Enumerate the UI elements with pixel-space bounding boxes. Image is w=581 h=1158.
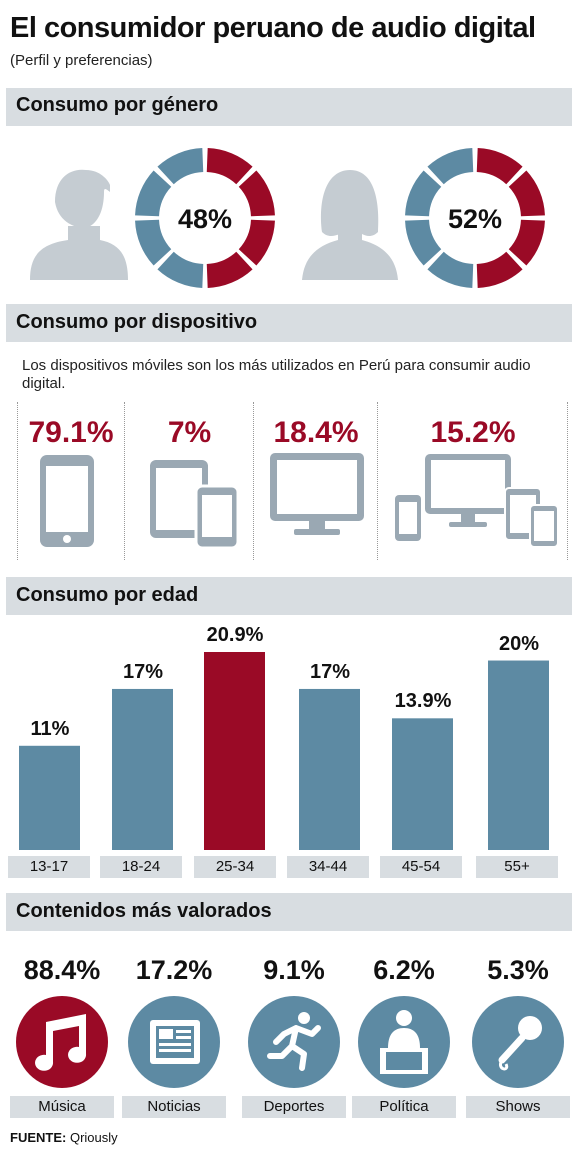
age-bar-55+ bbox=[488, 660, 549, 850]
source-value: Qriously bbox=[69, 1130, 118, 1145]
content-value: 88.4% bbox=[23, 955, 101, 985]
donut-man-segment bbox=[238, 219, 275, 266]
donut-woman-segment bbox=[427, 148, 474, 185]
microphone-icon bbox=[472, 996, 564, 1088]
content-value: 6.2% bbox=[373, 955, 435, 985]
donut-man-segment bbox=[157, 148, 204, 185]
content-category-label: Shows bbox=[466, 1096, 570, 1118]
section-title-age: Consumo por edad bbox=[16, 584, 199, 606]
page-title: El consumidor peruano de audio digital bbox=[10, 12, 536, 44]
donut-man-segment bbox=[135, 219, 172, 266]
age-category-label: 18-24 bbox=[100, 856, 182, 878]
man-silhouette-icon bbox=[30, 169, 128, 280]
section-title-content: Contenidos más valorados bbox=[16, 900, 272, 922]
desktop-monitor-icon bbox=[270, 453, 364, 535]
device-card-tablet bbox=[125, 402, 254, 560]
music-note-icon bbox=[16, 996, 108, 1088]
multi-device-icon bbox=[395, 454, 559, 548]
section-header-age: Consumo por edad bbox=[6, 577, 572, 615]
device-card-desktop bbox=[254, 402, 378, 560]
content-icons bbox=[16, 996, 564, 1088]
age-bar-34-44 bbox=[299, 688, 360, 850]
content-category-label: Noticias bbox=[122, 1096, 226, 1118]
device-icons bbox=[40, 453, 559, 550]
donut-man-segment bbox=[135, 170, 172, 217]
gender-label-woman: 52% bbox=[448, 204, 502, 234]
content-category-label: Deportes bbox=[242, 1096, 346, 1118]
age-category-label: 55+ bbox=[476, 856, 558, 878]
age-bar-25-34 bbox=[204, 652, 265, 850]
device-value-tablet: 7% bbox=[167, 416, 212, 449]
source-note: FUENTE: Qriously bbox=[10, 1130, 118, 1145]
gender-label-man: 48% bbox=[178, 204, 232, 234]
runner-icon bbox=[248, 996, 340, 1088]
age-bar-45-54 bbox=[392, 718, 453, 850]
gender-chart: 48% 52% bbox=[30, 148, 545, 288]
device-value-smartphone: 79.1% bbox=[28, 416, 114, 449]
section-header-gender: Consumo por género bbox=[6, 88, 572, 126]
donut-man bbox=[135, 148, 275, 288]
age-bar-chart bbox=[19, 652, 549, 850]
content-value: 17.2% bbox=[135, 955, 213, 985]
age-value-label: 20.9% bbox=[206, 624, 264, 646]
content-value: 5.3% bbox=[487, 955, 549, 985]
source-label: FUENTE: bbox=[10, 1130, 67, 1145]
donut-man-segment bbox=[206, 148, 253, 185]
donut-woman-segment bbox=[476, 148, 523, 185]
device-value-desktop: 18.4% bbox=[273, 416, 359, 449]
age-value-label: 11% bbox=[30, 717, 70, 740]
donut-woman-segment bbox=[427, 251, 474, 288]
device-value-multi: 15.2% bbox=[430, 416, 516, 449]
woman-silhouette-icon bbox=[302, 170, 398, 280]
age-category-label: 34-44 bbox=[287, 856, 369, 878]
donut-man-segment bbox=[157, 251, 204, 288]
section-title-device: Consumo por dispositivo bbox=[16, 311, 258, 333]
donut-man-segment bbox=[238, 170, 275, 217]
donut-woman-segment bbox=[405, 219, 442, 266]
content-value: 9.1% bbox=[263, 955, 325, 985]
age-category-label: 45-54 bbox=[380, 856, 462, 878]
age-value-label: 17% bbox=[122, 660, 164, 683]
age-bar-13-17 bbox=[19, 745, 80, 850]
section-title-gender: Consumo por género bbox=[16, 94, 219, 116]
donut-woman-segment bbox=[508, 219, 545, 266]
donut-woman-segment bbox=[476, 251, 523, 288]
content-category-label: Política bbox=[352, 1096, 456, 1118]
age-value-label: 17% bbox=[309, 660, 351, 683]
donut-woman bbox=[405, 148, 545, 288]
tablet-and-phone-icon bbox=[150, 460, 240, 550]
device-card-multi bbox=[378, 402, 568, 560]
device-intro-text: Los dispositivos móviles son los más uti… bbox=[22, 357, 531, 392]
donut-woman-segment bbox=[508, 170, 545, 217]
donut-man-segment bbox=[206, 251, 253, 288]
section-header-device: Consumo por dispositivo bbox=[6, 304, 572, 342]
age-value-label: 13.9% bbox=[394, 690, 452, 713]
section-header-content: Contenidos más valorados bbox=[6, 893, 572, 931]
smartphone-icon bbox=[40, 455, 94, 547]
age-value-label: 20% bbox=[498, 632, 540, 655]
politician-podium-icon bbox=[358, 996, 450, 1088]
donut-woman-segment bbox=[405, 170, 442, 217]
device-card-smartphone bbox=[17, 402, 125, 560]
newspaper-icon bbox=[128, 996, 220, 1088]
content-category-label: Música bbox=[10, 1096, 114, 1118]
age-bar-18-24 bbox=[112, 688, 173, 850]
age-category-label: 25-34 bbox=[194, 856, 276, 878]
page-subtitle: (Perfil y preferencias) bbox=[10, 52, 153, 69]
age-category-label: 13-17 bbox=[8, 856, 90, 878]
